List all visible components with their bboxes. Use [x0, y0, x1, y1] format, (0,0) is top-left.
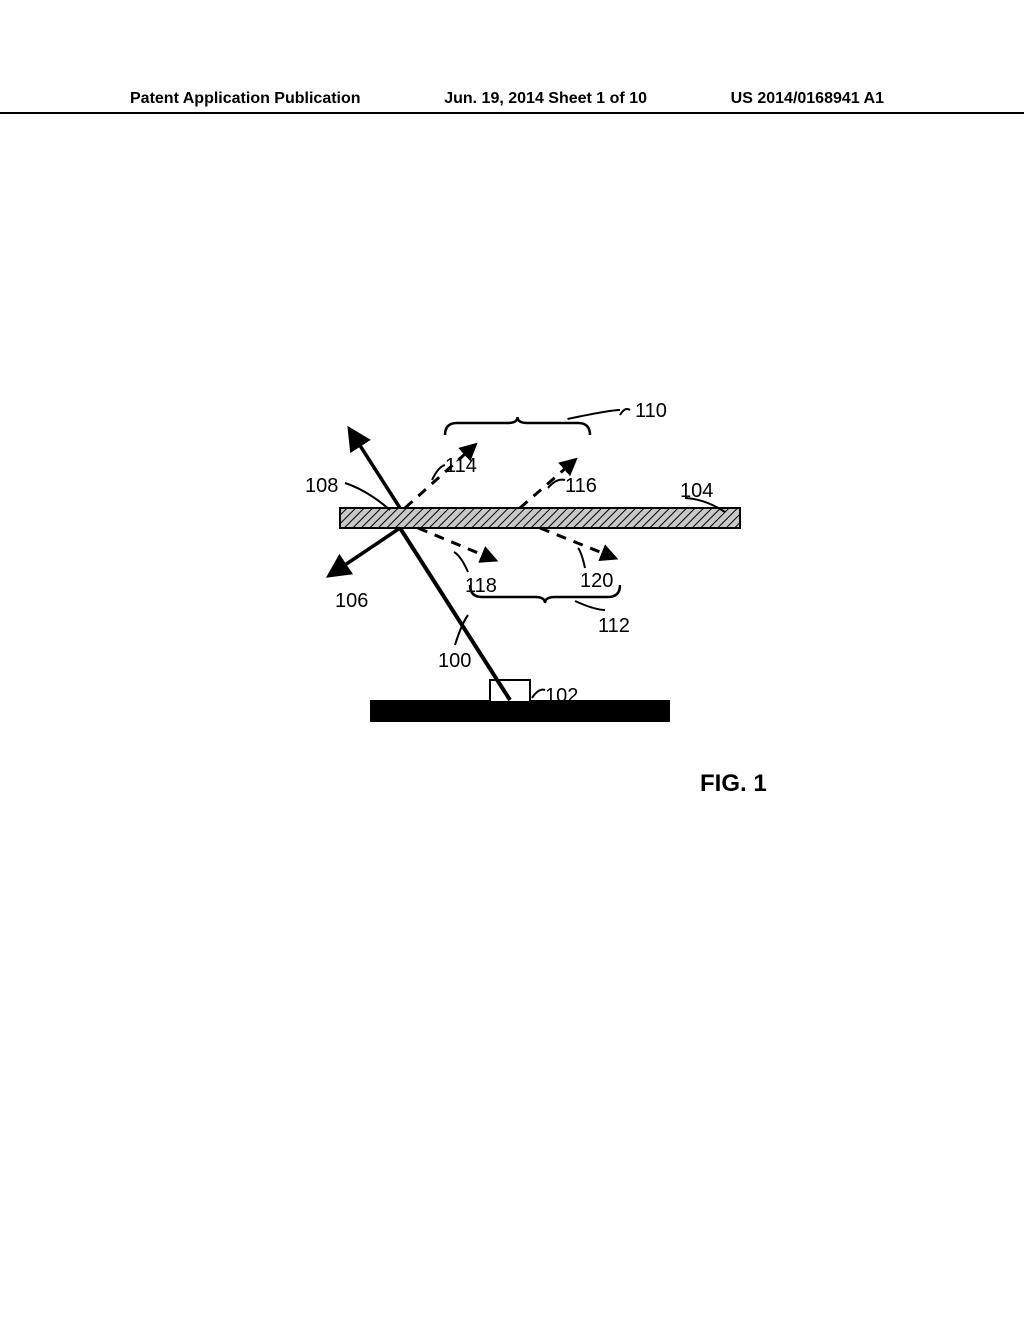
header-left: Patent Application Publication: [130, 90, 361, 108]
ref-110: 110: [635, 400, 667, 423]
ref-104: 104: [680, 480, 713, 503]
ref-106: 106: [335, 590, 368, 613]
ref-118: 118: [465, 575, 497, 598]
ref-112: 112: [598, 615, 630, 638]
header-center: Jun. 19, 2014 Sheet 1 of 10: [444, 90, 647, 108]
header-right: US 2014/0168941 A1: [731, 90, 884, 108]
figure-caption: FIG. 1: [700, 770, 767, 798]
ref-116: 116: [565, 475, 597, 498]
ref-114: 114: [445, 455, 477, 478]
page-header: Patent Application Publication Jun. 19, …: [0, 90, 1024, 114]
ref-120: 120: [580, 570, 613, 593]
figure-1: 100 102 104 106 108 110 112 114 116 118 120 FIG. 1: [220, 380, 820, 800]
ref-102: 102: [545, 685, 578, 708]
ref-108: 108: [305, 475, 338, 498]
figure-svg: [220, 380, 820, 800]
ref-100: 100: [438, 650, 471, 673]
header-content: Patent Application Publication Jun. 19, …: [0, 90, 1024, 108]
